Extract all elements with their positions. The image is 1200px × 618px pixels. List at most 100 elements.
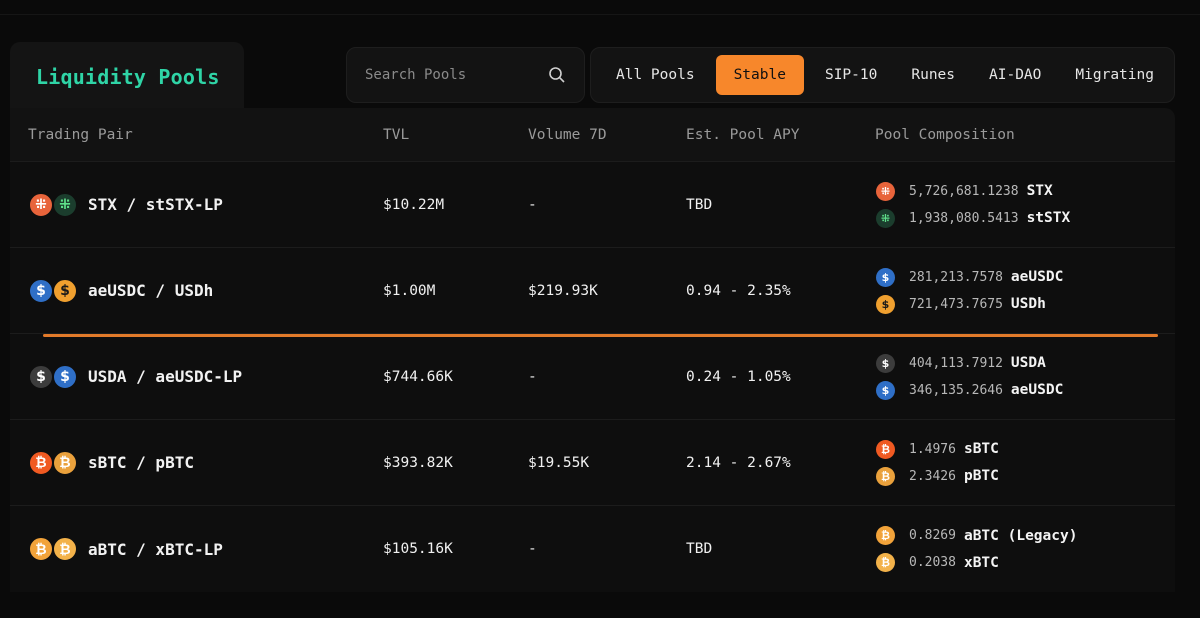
- composition-amount: 1.4976: [909, 441, 956, 457]
- pool-composition: ₿ 0.8269 aBTC (Legacy) ₿ 0.2038 xBTC: [876, 526, 1077, 572]
- filter-migrating[interactable]: Migrating: [1075, 67, 1154, 83]
- composition-line: $721,473.7675 USDh: [876, 294, 1063, 314]
- pair-icons: $ $: [28, 363, 80, 390]
- pool-composition: ₿ 1.4976 sBTC ₿ 2.3426 pBTC: [876, 439, 999, 486]
- ststx-icon: ⁜: [876, 208, 895, 228]
- pbtc-icon: ₿: [52, 449, 78, 476]
- composition-line: $281,213.7578 aeUSDC: [876, 267, 1064, 287]
- volume-value: $219.93K: [528, 282, 598, 299]
- abtc-icon: ₿: [876, 526, 895, 545]
- stx-icon: ⁜: [876, 181, 895, 201]
- pair-label: sBTC / pBTC: [88, 453, 194, 472]
- drag-indicator: [43, 334, 1158, 337]
- trading-pair: ⁜ ⁜ STX / stSTX-LP: [28, 191, 223, 218]
- apy-value: TBD: [686, 541, 713, 557]
- volume-value: -: [528, 368, 537, 385]
- apy-value: TBD: [686, 196, 713, 213]
- table-row[interactable]: $ $ USDA / aeUSDC-LP $744.66K -0.24 - 1.05% $…: [10, 334, 1175, 420]
- pool-composition: $281,213.7578 aeUSDC $721,473.7675 USDh: [876, 267, 1064, 314]
- pool-composition: $404,113.7912 USDA $346,135.2646 aeUSDC: [876, 353, 1064, 400]
- apy-value: 0.24 - 1.05%: [686, 368, 791, 385]
- xbtc-icon: ₿: [876, 553, 895, 572]
- pair-label: STX / stSTX-LP: [88, 195, 223, 214]
- trading-pair: ₿ ₿ aBTC / xBTC-LP: [28, 536, 223, 562]
- table-row[interactable]: ₿ ₿ aBTC / xBTC-LP $105.16K - TBD ₿ 0.8269 aBTC …: [10, 506, 1175, 592]
- filter-all-pools[interactable]: All Pools: [616, 67, 695, 83]
- pair-icons: $ $: [28, 277, 80, 304]
- table-row[interactable]: $ $ aeUSDC / USDh $1.00M $219.93K 0.94 - 2.35…: [10, 248, 1175, 334]
- composition-token: pBTC: [963, 468, 999, 484]
- composition-line: ₿ 0.2038 xBTC: [876, 553, 1077, 572]
- usda-icon: $: [876, 353, 895, 373]
- tvl-value: $1.00M: [383, 282, 436, 299]
- composition-line: $346,135.2646 aeUSDC: [876, 380, 1064, 400]
- filter-runes[interactable]: Runes: [911, 67, 956, 83]
- table-row[interactable]: ⁜ ⁜ STX / stSTX-LP $10.22M - TBD ⁜ 5,726,681.12…: [10, 162, 1175, 248]
- composition-amount: 721,473.7675: [909, 296, 1003, 312]
- pools-table: Trading Pair TVL Volume 7D Est. Pool APY…: [10, 108, 1175, 592]
- composition-amount: 346,135.2646: [909, 382, 1003, 398]
- usdh-icon: $: [52, 277, 78, 304]
- composition-amount: 5,726,681.1238: [909, 183, 1019, 199]
- search-input[interactable]: [365, 67, 548, 83]
- search-box[interactable]: [346, 47, 585, 103]
- page-title: Liquidity Pools: [36, 65, 220, 89]
- title-tab: Liquidity Pools: [10, 42, 244, 112]
- sbtc-icon: ₿: [876, 439, 895, 459]
- composition-amount: 0.2038: [909, 555, 956, 570]
- composition-amount: 0.8269: [909, 528, 956, 543]
- filter-ai-dao[interactable]: AI-DAO: [989, 67, 1042, 83]
- col-composition: Pool Composition: [875, 126, 1015, 143]
- usdc-icon: $: [876, 380, 895, 400]
- composition-amount: 1,938,080.5413: [909, 210, 1019, 226]
- pair-icons: ₿ ₿: [28, 536, 80, 562]
- xbtc-icon: ₿: [52, 536, 78, 562]
- pair-icons: ₿ ₿: [28, 449, 80, 476]
- composition-line: ⁜ 1,938,080.5413 stSTX: [876, 208, 1071, 228]
- composition-token: STX: [1026, 183, 1053, 199]
- composition-line: $404,113.7912 USDA: [876, 353, 1063, 373]
- col-trading-pair[interactable]: Trading Pair: [28, 126, 133, 143]
- pool-composition: ⁜ 5,726,681.1238 STX ⁜ 1,938,080.5413 stSTX: [876, 181, 1071, 228]
- usdh-icon: $: [876, 294, 895, 314]
- col-apy[interactable]: Est. Pool APY: [686, 126, 800, 143]
- volume-value: $19.55K: [528, 454, 590, 471]
- ststx-icon: ⁜: [52, 191, 78, 218]
- col-volume[interactable]: Volume 7D: [528, 126, 607, 143]
- apy-value: 0.94 - 2.35%: [686, 282, 791, 299]
- trading-pair: $ $ aeUSDC / USDh: [28, 277, 214, 304]
- usda-icon: $: [28, 363, 54, 390]
- composition-token: aBTC (Legacy): [963, 527, 1078, 544]
- composition-amount: 2.3426: [909, 468, 956, 484]
- tvl-value: $393.82K: [383, 454, 453, 471]
- pair-icons: ⁜ ⁜: [28, 191, 80, 218]
- composition-line: ⁜ 5,726,681.1238 STX: [876, 181, 1070, 201]
- usdc-icon: $: [876, 267, 895, 287]
- composition-amount: 404,113.7912: [909, 355, 1003, 371]
- composition-token: aeUSDC: [1010, 269, 1064, 285]
- table-row[interactable]: ₿ ₿ sBTC / pBTC $393.82K $19.55K 2.14 - 2.67%…: [10, 420, 1175, 506]
- filter-sip-10[interactable]: SIP-10: [824, 67, 878, 83]
- usdc-icon: $: [52, 363, 78, 390]
- col-tvl[interactable]: TVL: [383, 126, 410, 143]
- tvl-value: $744.66K: [383, 368, 453, 385]
- table-header: Trading Pair TVL Volume 7D Est. Pool APY…: [10, 108, 1175, 162]
- tvl-value: $10.22M: [383, 196, 445, 213]
- pair-label: aBTC / xBTC-LP: [88, 539, 223, 559]
- top-border: [0, 14, 1200, 15]
- composition-token: aeUSDC: [1010, 382, 1064, 398]
- tvl-value: $105.16K: [383, 541, 453, 557]
- composition-amount: 281,213.7578: [909, 269, 1003, 285]
- pair-label: USDA / aeUSDC-LP: [88, 367, 243, 386]
- composition-token: USDA: [1010, 355, 1046, 371]
- composition-line: ₿ 1.4976 sBTC: [876, 439, 999, 459]
- filter-stable[interactable]: Stable: [715, 55, 804, 95]
- stx-icon: ⁜: [28, 191, 54, 218]
- composition-token: xBTC: [963, 554, 999, 571]
- volume-value: -: [528, 541, 537, 557]
- search-icon[interactable]: [548, 66, 566, 84]
- composition-token: stSTX: [1026, 210, 1071, 226]
- pbtc-icon: ₿: [876, 466, 895, 486]
- composition-token: sBTC: [963, 441, 999, 457]
- pair-label: aeUSDC / USDh: [88, 281, 214, 300]
